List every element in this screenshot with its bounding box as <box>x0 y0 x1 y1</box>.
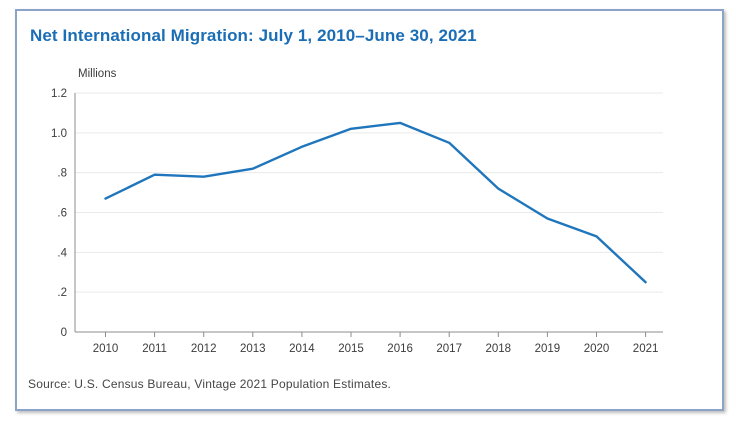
migration-chart-card: Millions 0 .2 .4 .6 .8 1.0 1.2 2010 2011 2012 2013 2… <box>15 9 724 411</box>
x-axis-tick-label: 2020 <box>584 343 610 355</box>
y-axis-tick-label: .6 <box>57 208 67 220</box>
y-axis-tick-label: 1.0 <box>51 128 67 140</box>
x-axis-tick-label: 2016 <box>387 343 413 355</box>
y-axis-tick-label: 1.2 <box>51 88 67 100</box>
migration-line-chart: Millions 0 .2 .4 .6 .8 1.0 1.2 2010 2011 2012 2013 2… <box>51 68 663 355</box>
source-note: Source: U.S. Census Bureau, Vintage 2021… <box>28 377 392 391</box>
x-axis-tick-label: 2021 <box>633 343 659 355</box>
x-axis-tick-label: 2013 <box>240 343 266 355</box>
y-axis-tick-label: .4 <box>57 247 67 259</box>
y-axis-unit-label: Millions <box>78 68 117 80</box>
x-axis-tick-label: 2014 <box>289 343 315 355</box>
x-axis-tick-label: 2012 <box>191 343 217 355</box>
y-axis-tick-label: .8 <box>57 168 67 180</box>
x-axis-tick-label: 2018 <box>486 343 512 355</box>
x-axis-tick-label: 2011 <box>142 343 167 355</box>
y-axis-tick-label: 0 <box>61 327 67 339</box>
y-axis-tick-label: .2 <box>57 287 67 299</box>
chart-title: Net International Migration: July 1, 201… <box>30 26 477 45</box>
x-axis-tick-label: 2019 <box>535 343 561 355</box>
x-axis-tick-label: 2015 <box>338 343 364 355</box>
x-axis-tick-label: 2017 <box>436 343 462 355</box>
x-axis-tick-label: 2010 <box>93 343 119 355</box>
net-international-migration-series <box>104 121 647 284</box>
